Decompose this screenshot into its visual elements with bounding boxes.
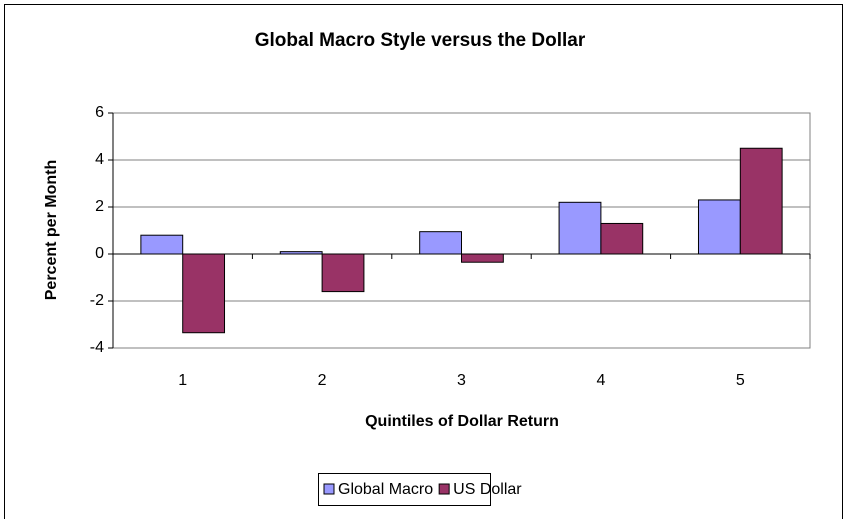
bar [739,147,783,255]
y-axis-label: Percent per Month [43,160,60,300]
legend-swatch [438,483,450,495]
bar [140,234,184,255]
legend-box [318,473,491,506]
x-tick-label: 1 [178,372,187,389]
y-tick-label: -2 [90,292,104,309]
y-tick-label: 2 [95,198,104,215]
bar [419,231,462,255]
bar [558,201,602,255]
bar [697,199,741,255]
x-axis-label: Quintiles of Dollar Return [365,413,559,430]
bar [600,222,644,255]
y-tick-label: 6 [95,104,104,121]
y-tick-label: 4 [95,151,104,168]
legend-swatch [323,483,335,495]
y-tick-label: -4 [90,339,104,356]
y-tick-label: 0 [95,245,104,262]
x-tick-label: 3 [457,372,466,389]
bar [321,253,365,293]
bar [461,253,504,263]
chart-title: Global Macro Style versus the Dollar [255,30,586,51]
legend-label: Global Macro [338,481,433,498]
bar [182,253,226,334]
x-tick-label: 5 [736,372,745,389]
x-tick-label: 4 [596,372,605,389]
x-tick-label: 2 [318,372,327,389]
legend-label: US Dollar [453,481,522,498]
